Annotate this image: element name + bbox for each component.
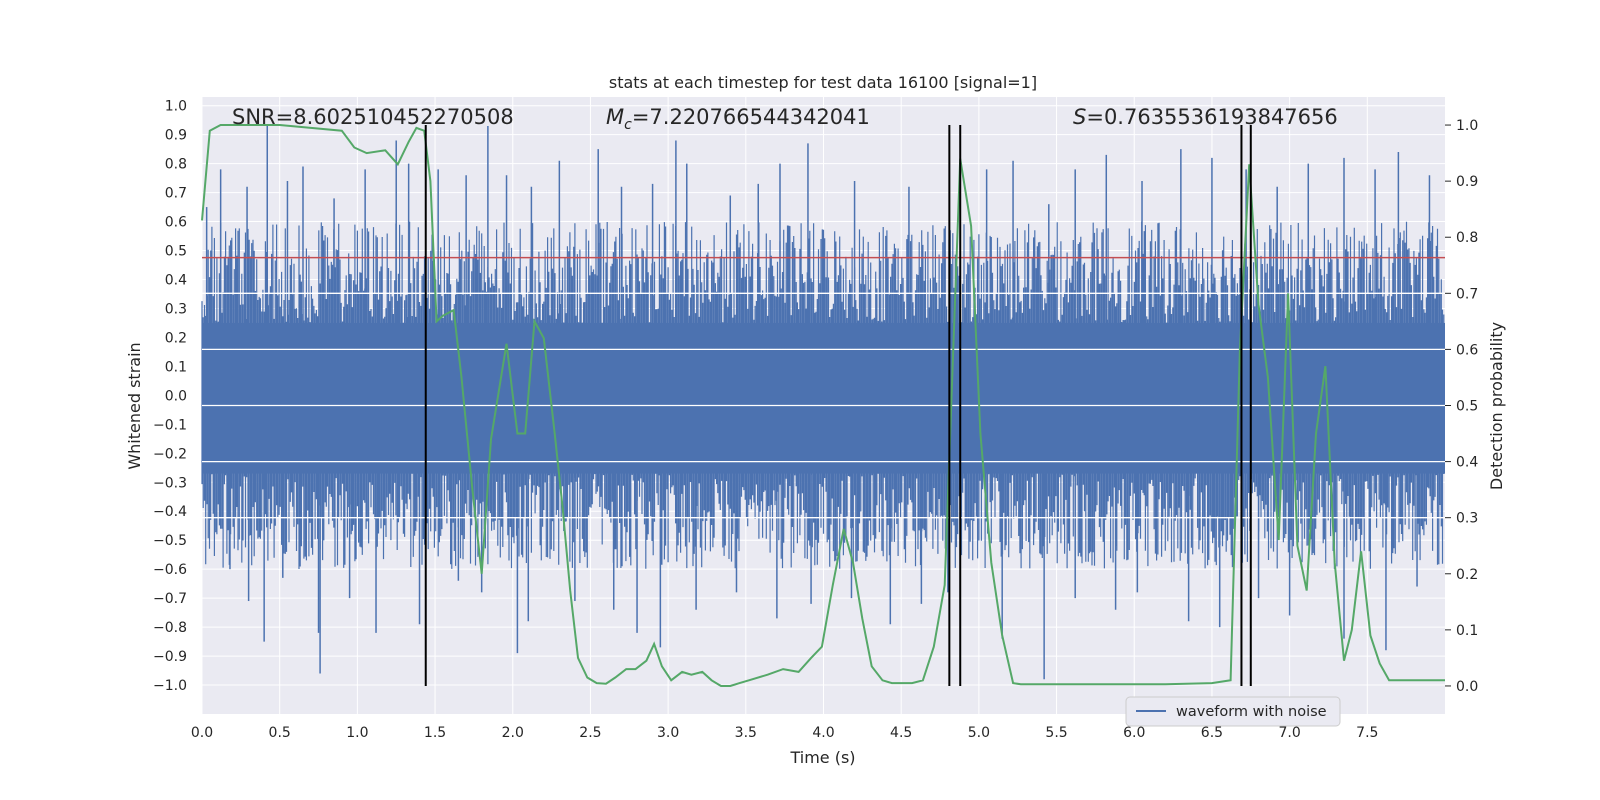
y2-tick-label: 0.7: [1456, 286, 1478, 302]
y-tick-label: −0.8: [153, 620, 187, 636]
y-tick-label: −0.1: [153, 417, 187, 433]
waveform-noise: [201, 221, 1445, 569]
y-tick-label: 0.1: [165, 359, 187, 375]
legend: waveform with noise: [1125, 696, 1341, 727]
x-tick-label: 2.5: [579, 725, 601, 741]
tick-labels: 0.0 0.5 1.0 1.5 2.0 2.5 3.0 3.5 4.0 4.5 5.0 5.5 6.0 6…: [153, 99, 1478, 741]
y-tick-label: −0.5: [153, 533, 187, 549]
y2-tick-label: 0.8: [1456, 230, 1478, 246]
s-annotation: S=0.7635536193847656: [1073, 105, 1338, 129]
y2-tick-label: 1.0: [1456, 118, 1478, 134]
y2-tick-label: 0.6: [1456, 342, 1478, 358]
x-tick-label: 0.5: [269, 725, 291, 741]
x-axis-label: Time (s): [789, 748, 855, 767]
legend-box: [1125, 696, 1341, 727]
y2-tick-label: 0.4: [1456, 455, 1478, 471]
chart-title: stats at each timestep for test data 161…: [609, 73, 1037, 92]
s-symbol: S: [1073, 105, 1086, 129]
y-tick-label: −0.3: [153, 475, 187, 491]
y-tick-label: 0.5: [165, 244, 187, 260]
y-tick-label: −0.9: [153, 649, 187, 665]
probability-series: [201, 124, 1445, 687]
x-tick-label: 5.5: [1045, 725, 1067, 741]
y-tick-label: 0.7: [165, 186, 187, 202]
x-tick-label: 2.0: [502, 725, 524, 741]
y-tick-label: −1.0: [153, 678, 187, 694]
chirp-mass-value: =7.220766544342041: [632, 105, 870, 129]
x-tick-label: 7.5: [1356, 725, 1378, 741]
chirp-mass-annotation: Mc=7.220766544342041: [606, 105, 870, 133]
y-tick-label: −0.2: [153, 446, 187, 462]
y2-tick-label: 0.5: [1456, 399, 1478, 415]
y2-tick-label: 0.0: [1456, 679, 1478, 695]
x-tick-label: 4.5: [890, 725, 912, 741]
y-axis-label: Whitened strain: [125, 342, 144, 469]
chirp-mass-subscript: c: [624, 117, 632, 133]
y2-tick-label: 0.1: [1456, 623, 1478, 639]
x-tick-label: 4.0: [812, 725, 834, 741]
x-tick-label: 7.0: [1278, 725, 1300, 741]
y-tick-label: −0.6: [153, 562, 187, 578]
y-tick-label: −0.4: [153, 504, 187, 520]
x-tick-label: 1.0: [346, 725, 368, 741]
y2-axis-label: Detection probability: [1487, 322, 1506, 490]
x-tick-label: 0.0: [191, 725, 213, 741]
y-tick-label: −0.7: [153, 591, 187, 607]
y-tick-label: 0.9: [165, 128, 187, 144]
s-value: =0.7635536193847656: [1086, 105, 1337, 129]
snr-annotation: SNR=8.602510452270508: [232, 105, 514, 129]
x-tick-label: 1.5: [424, 725, 446, 741]
x-tick-label: 3.5: [735, 725, 757, 741]
y-tick-label: 0.3: [165, 301, 187, 317]
legend-label: waveform with noise: [1176, 704, 1327, 720]
y-tick-label: 0.2: [165, 330, 187, 346]
x-tick-label: 6.0: [1123, 725, 1145, 741]
probability-line: [201, 124, 1445, 687]
y2-tick-label: 0.3: [1456, 511, 1478, 527]
y2-tick-label: 0.2: [1456, 567, 1478, 583]
chirp-mass-symbol: M: [606, 105, 624, 129]
y-tick-label: 0.6: [165, 215, 187, 231]
x-tick-label: 5.0: [968, 725, 990, 741]
x-tick-label: 3.0: [657, 725, 679, 741]
y-tick-label: 0.0: [165, 388, 187, 404]
y-tick-label: 0.4: [165, 272, 187, 288]
y-tick-label: 0.8: [165, 157, 187, 173]
y-tick-label: 1.0: [165, 99, 187, 115]
vertical-markers: [424, 125, 1252, 686]
y2-tick-label: 0.9: [1456, 174, 1478, 190]
x-tick-label: 6.5: [1201, 725, 1223, 741]
